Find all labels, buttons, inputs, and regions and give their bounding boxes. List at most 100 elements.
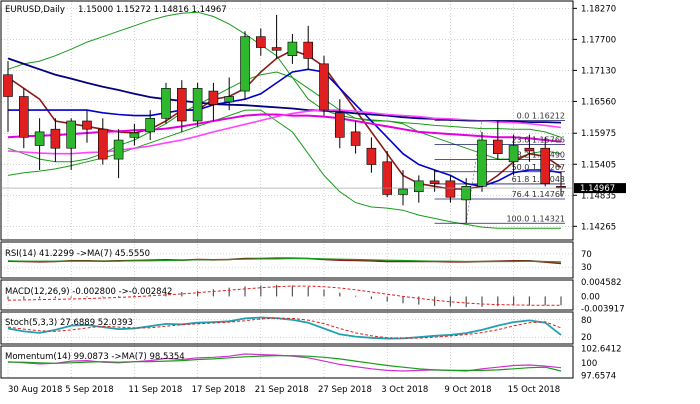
bull-candle	[34, 131, 45, 146]
bear-candle	[82, 120, 92, 130]
fib-level-label: 61.8 1.15043	[512, 175, 565, 184]
macd-panel-frame	[0, 279, 574, 311]
bull-candle	[145, 117, 155, 133]
momentum-panel-frame	[0, 345, 574, 379]
macd-bar	[481, 296, 483, 307]
bull-candle	[224, 96, 234, 103]
fib-level-label: 0.0 1.16212	[517, 111, 565, 120]
macd-bar	[244, 286, 246, 297]
macd-bar	[260, 285, 262, 297]
rsi-axis-label: 70	[581, 250, 592, 260]
bear-candle	[334, 112, 345, 138]
momentum-ma-line	[8, 355, 562, 372]
macd-bar	[465, 296, 467, 308]
time-axis-label: 3 Oct 2018	[381, 385, 428, 395]
macd-bar	[276, 284, 278, 297]
bull-candle	[66, 120, 76, 149]
macd-bar	[418, 296, 420, 305]
stoch-axis-label: 80	[581, 316, 592, 326]
fib-level-label: 50.0 1.15267	[512, 163, 565, 172]
macd-bar	[54, 296, 56, 299]
macd-bar	[370, 296, 372, 299]
bull-candle	[413, 180, 424, 193]
bear-candle	[98, 128, 108, 160]
bear-candle	[429, 180, 440, 184]
macd-axis-label: 0.00	[581, 292, 600, 302]
macd-bar	[513, 296, 515, 306]
bear-candle	[382, 161, 393, 195]
momentum-axis-label: 97.6574	[581, 372, 616, 382]
bull-candle	[477, 139, 487, 187]
macd-bar	[102, 296, 104, 298]
time-axis-label: 9 Oct 2018	[444, 385, 491, 395]
bear-candle	[524, 147, 535, 152]
bull-candle	[398, 188, 408, 195]
bear-candle	[18, 96, 29, 138]
fibonacci-levels: 0.0 1.16212 23.6 1.15766 38.2 1.15490 50.0 …	[434, 111, 565, 224]
time-axis-label: 30 Aug 2018	[8, 385, 62, 395]
price-axis-label: 1.17700	[581, 35, 616, 45]
bear-candle	[556, 186, 566, 189]
price-panel-frame	[0, 0, 574, 241]
bear-candle	[177, 88, 187, 122]
stoch-title: Stoch(5,3,3) 27.6889 52.0393	[5, 318, 133, 328]
momentum-title: Momentum(14) 99.0873 ->MA(7) 98.5354	[5, 352, 185, 362]
macd-bar	[197, 290, 199, 297]
stoch-d-line	[7, 317, 562, 339]
macd-bar	[528, 296, 530, 306]
bear-candle	[303, 41, 314, 59]
fib-level-label: 38.2 1.15490	[512, 151, 565, 160]
bear-candle	[255, 36, 266, 48]
macd-bar	[70, 296, 72, 298]
current-price-label: 1.14967	[580, 184, 615, 194]
bear-candle	[492, 139, 503, 154]
macd-bar	[339, 292, 341, 297]
current-price-badge	[574, 183, 626, 194]
price-axis-label: 1.17130	[581, 66, 616, 76]
bull-candle	[461, 186, 472, 201]
stoch-panel-frame	[0, 311, 574, 345]
indicator-series	[7, 257, 562, 372]
axis-ticks: 1.18270 1.17700 1.17130 1.16560 1.15975 1.154…	[8, 4, 625, 395]
price-axis-label: 1.14835	[581, 191, 616, 201]
macd-bar	[307, 287, 309, 297]
macd-bar	[402, 296, 404, 304]
bull-candle	[192, 88, 203, 122]
macd-bar	[449, 296, 451, 307]
time-axis-label: 15 Oct 2018	[508, 385, 561, 395]
price-axis-label: 1.14265	[581, 222, 616, 232]
time-axis-label: 21 Sep 2018	[255, 385, 309, 395]
bear-candle	[50, 128, 61, 149]
fib-level-label: 100.0 1.14321	[506, 214, 565, 223]
bear-candle	[319, 63, 329, 111]
bear-candle	[3, 74, 13, 97]
price-axis-label: 1.18270	[581, 4, 616, 14]
macd-bar	[228, 287, 230, 297]
fib-level-label: 23.6 1.15766	[512, 136, 565, 145]
macd-bar	[133, 295, 135, 297]
bull-candle	[161, 88, 171, 119]
macd-bar	[7, 296, 9, 300]
candles	[1, 14, 573, 224]
macd-bar	[386, 296, 388, 302]
stoch-axis-label: 20	[581, 333, 592, 343]
bollinger-upper	[7, 11, 562, 138]
macd-axis-label: 0.004582	[581, 278, 622, 288]
price-axis-label: 1.15975	[581, 129, 616, 139]
bull-candle	[508, 145, 519, 163]
bear-candle	[540, 147, 551, 184]
bear-candle	[445, 180, 456, 198]
fib-level-label: 76.4 1.14767	[512, 190, 565, 199]
bull-candle	[129, 132, 140, 138]
macd-bar	[544, 296, 546, 306]
price-axis-label: 1.16560	[581, 97, 616, 107]
macd-axis-label: -0.003917	[581, 305, 625, 315]
momentum-axis-label: 100	[581, 359, 597, 369]
momentum-axis-label: 102.6412	[581, 344, 622, 354]
macd-bar	[291, 285, 293, 297]
macd-bar	[323, 289, 325, 297]
macd-bar	[23, 296, 25, 299]
price-axis-label: 1.15405	[581, 160, 616, 170]
